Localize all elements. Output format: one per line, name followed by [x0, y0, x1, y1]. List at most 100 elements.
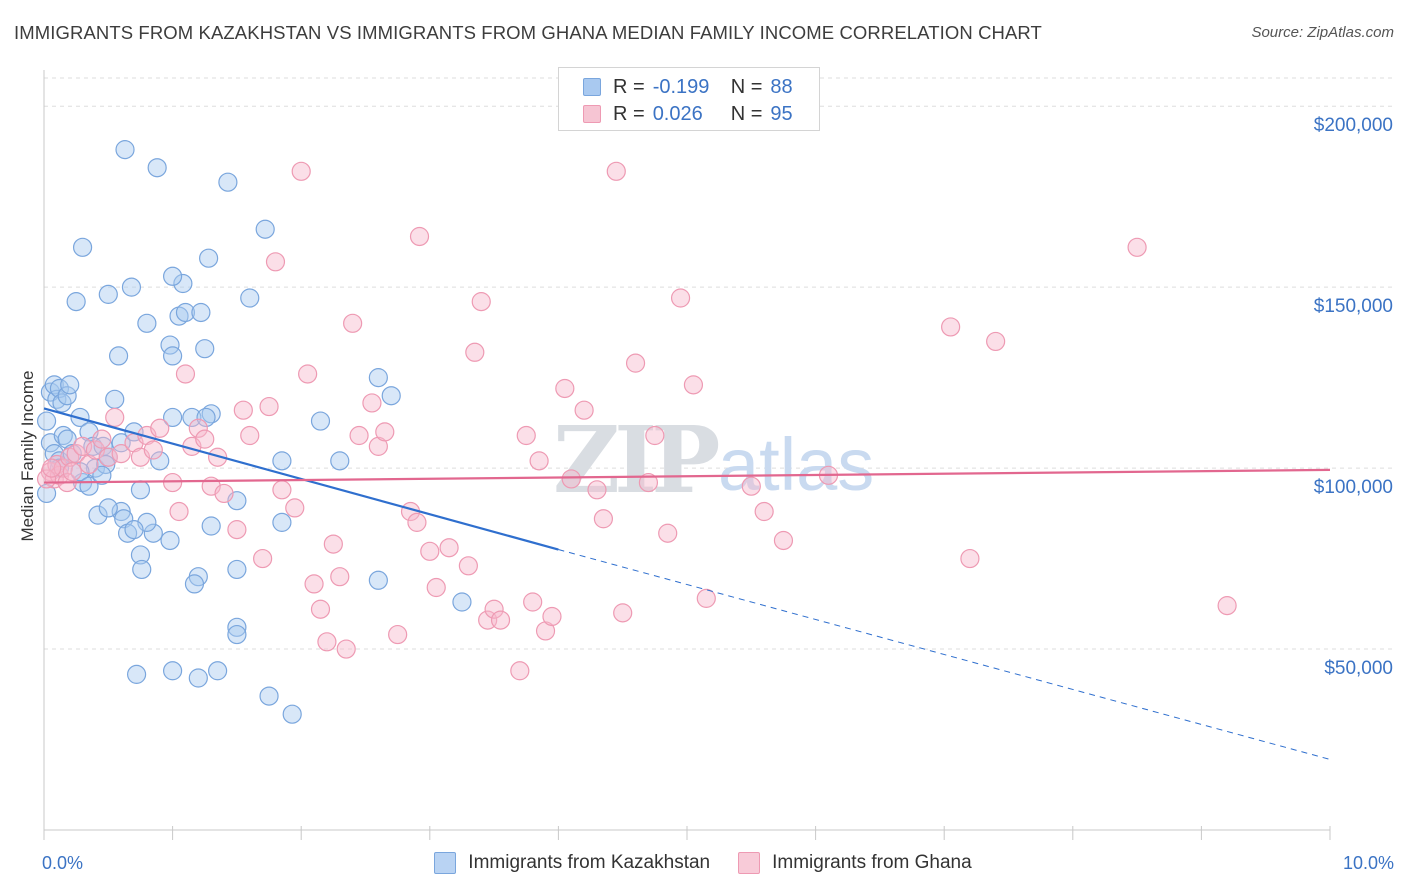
kazakhstan-point: [182, 407, 202, 428]
ghana-point: [960, 548, 980, 569]
legend-row-kazakhstan: R = -0.199 N = 88: [583, 74, 793, 100]
ghana-point: [439, 538, 459, 558]
ghana-point: [208, 447, 228, 467]
trend-lines: [43, 407, 1331, 760]
kazakhstan-point: [208, 661, 228, 681]
ghana-point: [606, 161, 626, 181]
kazakhstan-point: [201, 516, 221, 536]
ghana-point: [658, 523, 678, 543]
ghana-point: [613, 603, 633, 623]
ghana-point: [407, 512, 427, 532]
ghana-point: [420, 541, 440, 561]
kazakhstan-point: [310, 411, 331, 431]
kazakhstan-point: [53, 425, 73, 446]
kazakhstan-point: [201, 404, 221, 424]
ghana-point: [195, 429, 215, 449]
legend-r-label: R =: [613, 102, 645, 125]
kazakhstan-point: [184, 574, 205, 594]
kazakhstan-point: [255, 219, 275, 239]
kazakhstan-point: [60, 375, 80, 395]
ghana-point: [490, 610, 511, 630]
ghana-point: [754, 501, 774, 522]
legend-label-ghana: Immigrants from Ghana: [772, 852, 972, 873]
legend-r-label: R =: [613, 75, 645, 98]
legend-swatch-pink: [738, 852, 761, 874]
ghana-point: [484, 599, 504, 619]
ghana-trend-line: [43, 468, 1331, 484]
ghana-point: [458, 556, 478, 576]
watermark-zip: ZIP: [553, 406, 718, 514]
ghana-point: [683, 375, 704, 395]
legend-n-label: N =: [730, 102, 763, 125]
kazakhstan-point: [132, 559, 152, 580]
kazakhstan-point: [199, 248, 219, 268]
kazakhstan-point: [126, 664, 147, 684]
kazakhstan-point: [227, 617, 247, 637]
kazakhstan-point: [137, 313, 157, 333]
ghana-point: [60, 447, 80, 467]
kazakhstan-point: [108, 346, 129, 366]
ghana-point: [310, 599, 331, 619]
kazakhstan-point: [227, 624, 247, 645]
legend-swatch-pink: [583, 105, 601, 123]
kazakhstan-point: [175, 302, 196, 323]
legend-item-ghana[interactable]: Immigrants from Ghana: [738, 852, 972, 874]
ghana-point: [323, 534, 343, 554]
ghana-point: [587, 480, 607, 500]
series-legend: Immigrants from Kazakhstan Immigrants fr…: [0, 852, 1406, 874]
ghana-point: [175, 364, 196, 384]
ghana-point: [542, 606, 562, 627]
kazakhstan-point: [163, 266, 183, 286]
kazakhstan-point: [49, 378, 70, 399]
ghana-point: [291, 161, 311, 181]
ghana-point: [638, 472, 659, 493]
kazakhstan-point: [98, 284, 118, 304]
legend-r-value: 0.026: [652, 102, 703, 125]
kazakhstan-point: [259, 686, 279, 706]
source-label: Source: ZipAtlas.com: [1251, 24, 1394, 41]
ghana-point: [265, 252, 286, 272]
ghana-point: [388, 624, 408, 645]
kazakhstan-point: [282, 704, 302, 724]
watermark-atlas: atlas: [718, 423, 874, 506]
y-tick-label: $50,000: [1324, 658, 1393, 679]
legend-swatch-blue: [583, 78, 601, 96]
ghana-point: [105, 407, 125, 428]
kazakhstan-point: [195, 339, 215, 359]
ghana-point: [574, 400, 594, 420]
kazakhstan-point: [96, 454, 116, 475]
y-tick-label: $150,000: [1314, 296, 1393, 317]
ghana-point: [510, 661, 530, 681]
ghana-point: [349, 425, 369, 446]
ghana-point: [465, 342, 485, 362]
correlation-legend: R = -0.199 N = 88 R = 0.026 N = 95: [558, 67, 820, 131]
ghana-point: [741, 476, 761, 496]
ghana-point: [941, 317, 961, 337]
ghana-point: [143, 440, 163, 460]
kazakhstan-point: [66, 292, 86, 312]
ghana-point: [259, 396, 279, 417]
ghana-point: [645, 425, 665, 446]
ghana-point: [150, 418, 170, 438]
y-tick-labels: $50,000 $100,000 $150,000 $200,000: [1314, 115, 1393, 679]
kazakhstan-point: [188, 668, 208, 688]
kazakhstan-point: [368, 570, 388, 590]
kazakhstan-point: [163, 346, 183, 366]
kazakhstan-point: [92, 465, 112, 485]
kazakhstan-point: [163, 661, 183, 681]
legend-item-kazakhstan[interactable]: Immigrants from Kazakhstan: [434, 852, 710, 874]
ghana-point: [285, 498, 305, 518]
ghana-point: [523, 592, 543, 612]
kazakhstan-point: [88, 505, 108, 525]
kazakhstan-point: [36, 411, 57, 431]
grid-lines: [44, 77, 1394, 650]
kazakhstan-point: [147, 158, 167, 178]
ghana-point: [471, 292, 491, 312]
kazakhstan-point: [44, 375, 64, 395]
ghana-point: [336, 639, 356, 659]
kazakhstan-point: [117, 523, 138, 543]
kazakhstan-point: [150, 451, 170, 471]
ghana-point: [304, 574, 324, 594]
kazakhstan-point: [330, 451, 350, 471]
